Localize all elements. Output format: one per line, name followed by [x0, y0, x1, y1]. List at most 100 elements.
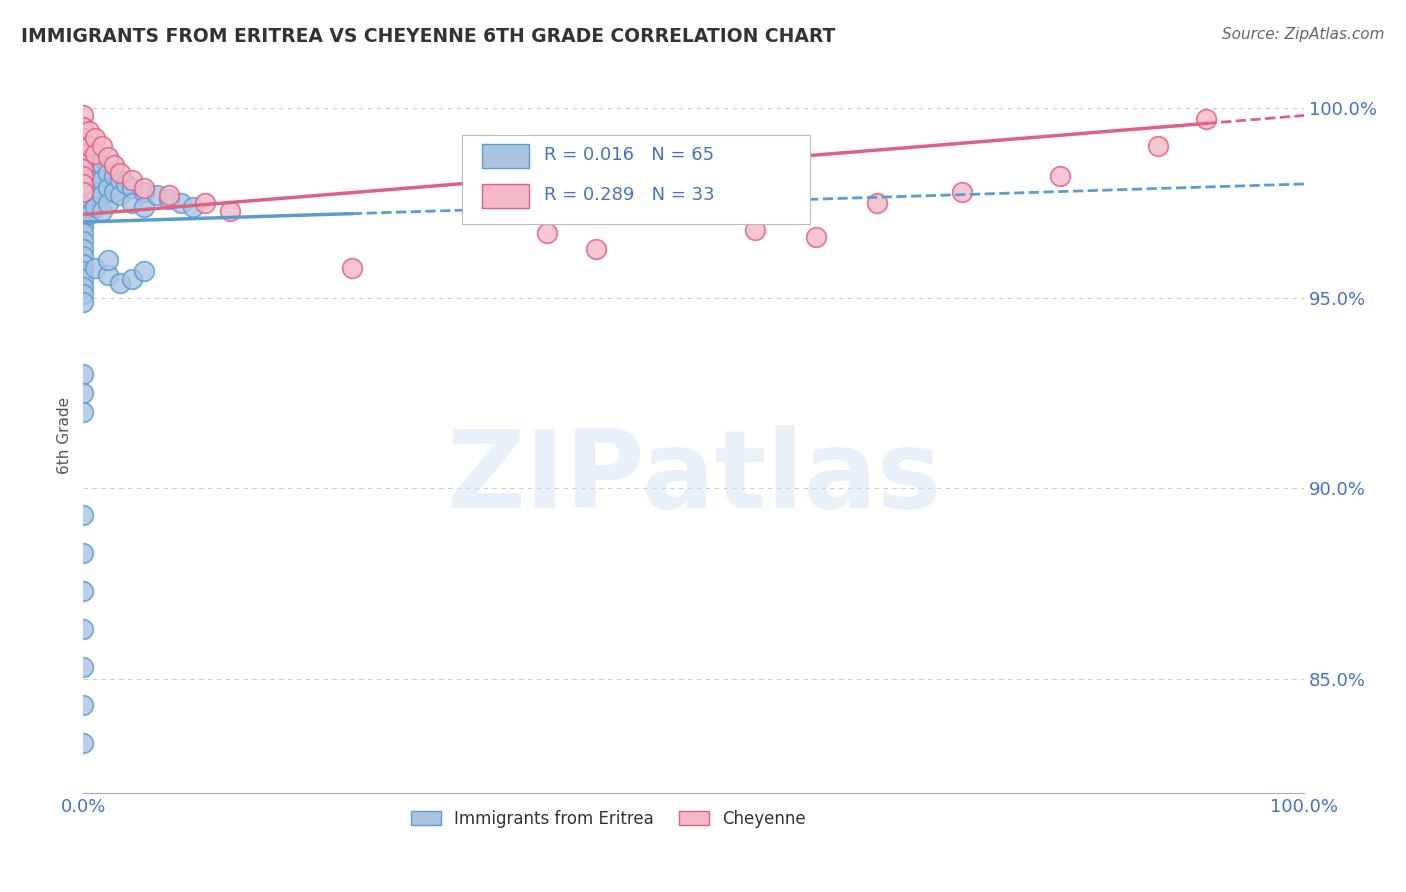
Point [72, 139, 94, 153]
Point [84, 146, 107, 161]
FancyBboxPatch shape [461, 135, 810, 224]
Text: IMMIGRANTS FROM ERITREA VS CHEYENNE 6TH GRADE CORRELATION CHART: IMMIGRANTS FROM ERITREA VS CHEYENNE 6TH … [21, 27, 835, 45]
Point [72, 185, 94, 199]
Point [103, 185, 125, 199]
Point [134, 264, 156, 278]
Point [79, 161, 101, 176]
Point [585, 242, 607, 256]
Point [121, 272, 143, 286]
Point [744, 222, 766, 236]
Point [121, 196, 143, 211]
Point [804, 230, 827, 244]
Point [97, 196, 120, 211]
Point [79, 139, 101, 153]
Point [1195, 112, 1218, 127]
Point [194, 196, 217, 211]
Point [108, 173, 131, 187]
Point [72, 108, 94, 122]
Point [72, 546, 94, 560]
Point [79, 192, 101, 206]
Point [72, 386, 94, 401]
Point [950, 185, 973, 199]
Point [157, 188, 180, 202]
Point [79, 146, 101, 161]
Point [72, 584, 94, 599]
Point [72, 219, 94, 233]
Point [84, 131, 107, 145]
Point [72, 131, 94, 145]
Point [72, 169, 94, 184]
Point [134, 200, 156, 214]
Point [72, 150, 94, 164]
Point [170, 196, 193, 211]
Point [108, 276, 131, 290]
Point [218, 203, 240, 218]
Point [79, 177, 101, 191]
Point [72, 264, 94, 278]
Point [97, 268, 120, 283]
Point [72, 227, 94, 241]
Point [72, 161, 94, 176]
Point [72, 294, 94, 309]
Point [72, 203, 94, 218]
Point [90, 158, 112, 172]
Point [108, 188, 131, 202]
Point [72, 234, 94, 248]
Point [72, 188, 94, 202]
Point [72, 287, 94, 301]
Point [90, 188, 112, 202]
Point [72, 180, 94, 194]
Point [72, 242, 94, 256]
Point [121, 173, 143, 187]
Point [103, 169, 125, 184]
Point [121, 180, 143, 194]
Point [157, 192, 180, 206]
Text: Source: ZipAtlas.com: Source: ZipAtlas.com [1222, 27, 1385, 42]
Point [72, 257, 94, 271]
Point [1049, 169, 1071, 184]
Point [90, 203, 112, 218]
Point [72, 161, 94, 176]
Point [97, 165, 120, 179]
Point [72, 660, 94, 674]
Point [84, 154, 107, 169]
Point [72, 196, 94, 211]
Point [84, 200, 107, 214]
Point [97, 253, 120, 268]
Legend: Immigrants from Eritrea, Cheyenne: Immigrants from Eritrea, Cheyenne [404, 803, 813, 834]
Point [97, 180, 120, 194]
Text: ZIPatlas: ZIPatlas [446, 425, 942, 531]
Point [90, 139, 112, 153]
Point [97, 150, 120, 164]
Point [79, 124, 101, 138]
Point [84, 260, 107, 275]
Point [72, 249, 94, 263]
Point [72, 211, 94, 226]
Point [340, 260, 363, 275]
Point [72, 405, 94, 419]
Point [103, 158, 125, 172]
Point [84, 169, 107, 184]
Point [134, 185, 156, 199]
Bar [482, 184, 529, 209]
Point [145, 188, 167, 202]
Point [181, 200, 204, 214]
Point [536, 227, 558, 241]
Point [72, 367, 94, 381]
Text: R = 0.016   N = 65: R = 0.016 N = 65 [544, 146, 714, 164]
Point [72, 508, 94, 522]
Point [72, 146, 94, 161]
Text: R = 0.289   N = 33: R = 0.289 N = 33 [544, 186, 714, 204]
Point [108, 165, 131, 179]
Y-axis label: 6th Grade: 6th Grade [58, 396, 72, 474]
Bar [482, 144, 529, 169]
Point [72, 120, 94, 134]
Point [84, 185, 107, 199]
Point [134, 180, 156, 194]
Point [866, 196, 889, 211]
Point [72, 177, 94, 191]
Point [72, 173, 94, 187]
Point [79, 207, 101, 221]
Point [90, 173, 112, 187]
Point [72, 139, 94, 153]
